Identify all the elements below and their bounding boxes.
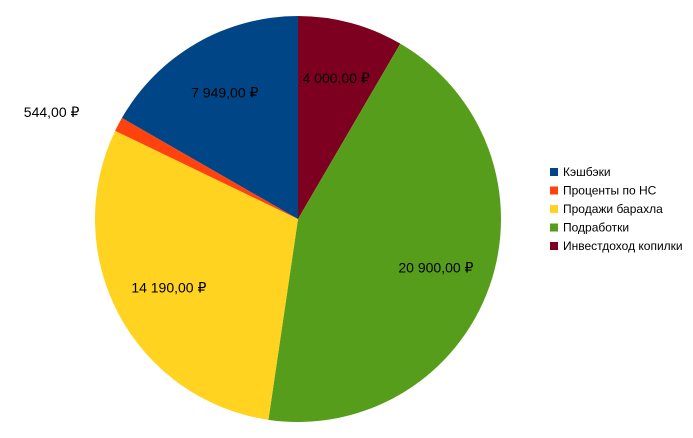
legend-label-3: Подработки — [563, 221, 629, 235]
slice-label-4: 7 949,00 ₽ — [191, 85, 258, 101]
pie-slice-4 — [121, 16, 298, 219]
pie-slice-2 — [94, 130, 298, 420]
pie-slice-0 — [298, 16, 401, 219]
legend: Кэшбэки Проценты по НС Продажи барахла Подр… — [550, 165, 683, 253]
slice-label-3: 544,00 ₽ — [24, 104, 80, 120]
legend-label-4: Инвестдоход копилки — [563, 239, 683, 253]
legend-label-1: Проценты по НС — [563, 184, 657, 198]
pie-slice-3 — [115, 117, 299, 219]
slice-label-0: 4 000,00 ₽ — [303, 70, 370, 86]
legend-swatch-4 — [550, 242, 558, 250]
legend-swatch-2 — [550, 205, 558, 213]
slice-label-2: 14 190,00 ₽ — [131, 279, 206, 295]
legend-label-2: Продажи барахла — [563, 202, 663, 216]
legend-swatch-0 — [550, 168, 558, 176]
slice-labels: 4 000,00 ₽ 20 900,00 ₽ 14 190,00 ₽ 544,00 ₽… — [24, 70, 474, 296]
legend-swatch-1 — [550, 186, 558, 195]
legend-label-0: Кэшбэки — [563, 165, 611, 179]
pie-slices — [94, 16, 502, 423]
pie-slice-1 — [268, 43, 502, 423]
slice-label-1: 20 900,00 ₽ — [398, 259, 473, 275]
legend-swatch-3 — [550, 223, 558, 232]
